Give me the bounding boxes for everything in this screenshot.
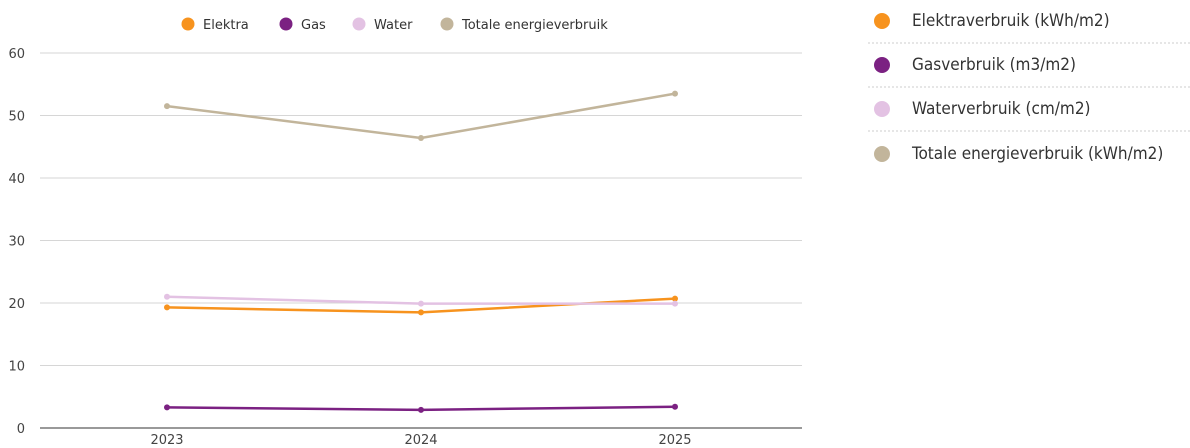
y-tick-label: 40: [8, 172, 25, 187]
data-point: [672, 295, 678, 302]
y-axis: 0 10 20 30 40 50 60: [8, 47, 25, 437]
data-point: [418, 135, 424, 141]
legend-swatch: [440, 17, 454, 31]
data-point: [672, 90, 678, 97]
legend-label: Gas: [301, 18, 326, 33]
legend-swatch: [279, 17, 293, 31]
line-chart: Elektra Gas Water Totale energieverbruik 0 1…: [8, 17, 802, 448]
side-legend-item: Elektraverbruik (kWh/m2): [868, 0, 1190, 44]
data-point: [418, 309, 424, 316]
series-lines: [164, 90, 678, 413]
legend-label: Water: [374, 18, 413, 33]
data-point: [164, 103, 170, 110]
y-tick-label: 60: [8, 47, 25, 62]
side-legend-swatch: [874, 101, 890, 117]
data-point: [672, 300, 678, 307]
data-point: [418, 406, 424, 413]
y-tick-label: 30: [8, 235, 25, 250]
side-legend-item: Waterverbruik (cm/m2): [868, 88, 1190, 132]
side-legend-label: Waterverbruik (cm/m2): [912, 99, 1091, 119]
x-tick-label: 2023: [150, 433, 183, 448]
chart-legend: Elektra Gas Water Totale energieverbruik: [181, 17, 608, 33]
legend-label: Elektra: [203, 18, 249, 33]
y-tick-label: 50: [8, 110, 25, 125]
gridlines: [40, 52, 802, 429]
side-legend-swatch: [874, 13, 890, 29]
side-legend-label: Totale energieverbruik (kWh/m2): [912, 144, 1164, 164]
legend-label: Totale energieverbruik: [461, 18, 608, 33]
x-tick-label: 2024: [404, 433, 437, 448]
data-point: [672, 403, 678, 410]
side-legend-swatch: [874, 57, 890, 73]
legend-swatch: [352, 17, 366, 31]
data-point: [164, 293, 170, 300]
data-point: [418, 300, 424, 307]
side-legend: Elektraverbruik (kWh/m2) Gasverbruik (m3/…: [868, 0, 1190, 176]
side-legend-swatch: [874, 146, 890, 162]
x-axis: 2023 2024 2025: [150, 433, 691, 448]
side-legend-item: Gasverbruik (m3/m2): [868, 44, 1190, 88]
data-point: [164, 404, 170, 411]
side-legend-item: Totale energieverbruik (kWh/m2): [868, 132, 1190, 176]
y-tick-label: 10: [8, 360, 25, 375]
x-tick-label: 2025: [658, 433, 691, 448]
data-point: [164, 304, 170, 311]
side-legend-label: Elektraverbruik (kWh/m2): [912, 11, 1110, 31]
legend-swatch: [181, 17, 195, 31]
y-tick-label: 0: [17, 422, 25, 437]
y-tick-label: 20: [8, 297, 25, 312]
side-legend-label: Gasverbruik (m3/m2): [912, 55, 1076, 75]
